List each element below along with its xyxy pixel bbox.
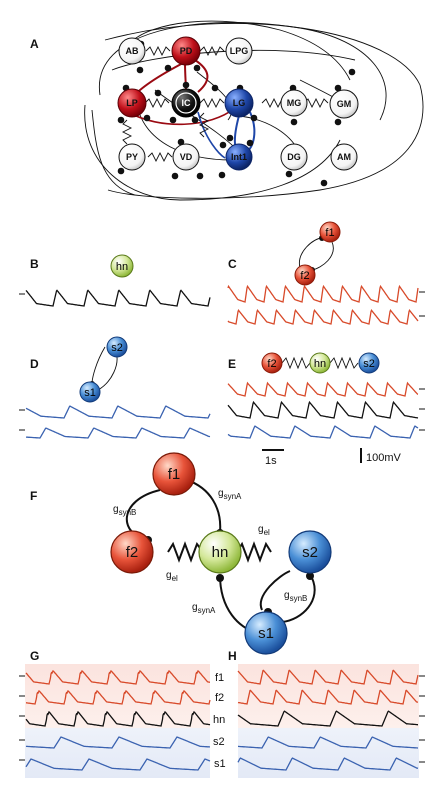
svg-text:Int1: Int1 bbox=[231, 152, 247, 162]
trace-c-f2 bbox=[227, 309, 419, 325]
trace-label-f1: f1 bbox=[215, 672, 224, 684]
motif-e: f2 hn s2 bbox=[261, 352, 380, 374]
trace-h-s1 bbox=[237, 757, 419, 771]
svg-text:f1: f1 bbox=[168, 466, 181, 483]
conductance-labels: gsynB gsynA gel gel gsynA gsynB bbox=[113, 488, 307, 615]
trace-h-hn bbox=[237, 710, 418, 727]
trace-e-f2 bbox=[227, 381, 419, 397]
svg-text:s2: s2 bbox=[111, 342, 123, 354]
trace-c-f1 bbox=[227, 284, 419, 303]
trace-b-hn bbox=[25, 289, 211, 307]
node-py: PY bbox=[118, 143, 146, 171]
network-wiring bbox=[84, 20, 424, 201]
panel-label-h: H bbox=[228, 649, 237, 663]
trace-g-hn bbox=[25, 711, 211, 727]
scale-bars: 1s 100mV bbox=[262, 448, 402, 467]
panel-g-slow-background bbox=[25, 728, 210, 778]
svg-text:f2: f2 bbox=[267, 358, 276, 370]
node-pd: PD bbox=[171, 36, 201, 66]
svg-text:PY: PY bbox=[126, 152, 138, 162]
node-gm: GM bbox=[329, 89, 359, 119]
svg-text:gsynB: gsynB bbox=[284, 590, 307, 603]
svg-text:hn: hn bbox=[116, 261, 128, 273]
svg-text:f1: f1 bbox=[325, 227, 334, 239]
svg-text:gel: gel bbox=[258, 524, 270, 537]
trace-label-f2: f2 bbox=[215, 692, 224, 704]
trace-g-s2 bbox=[25, 736, 210, 749]
trace-e-hn bbox=[227, 400, 419, 419]
trace-e-s2 bbox=[227, 425, 419, 439]
svg-text:PD: PD bbox=[180, 46, 193, 56]
motif-f: f1 f2 hn s2 s1 bbox=[110, 452, 332, 655]
trace-h-f2 bbox=[237, 689, 418, 705]
node-mg: MG bbox=[280, 89, 308, 117]
node-int1: Int1 bbox=[225, 143, 253, 171]
node-lp: LP bbox=[117, 88, 147, 118]
trace-label-s2: s2 bbox=[213, 736, 225, 748]
panel-h-offset-ticks bbox=[419, 675, 425, 763]
svg-text:DG: DG bbox=[287, 152, 301, 162]
svg-text:hn: hn bbox=[314, 358, 326, 370]
svg-text:gsynB: gsynB bbox=[113, 504, 136, 517]
trace-g-f2 bbox=[26, 689, 211, 705]
node-am: AM bbox=[330, 143, 358, 171]
svg-text:LP: LP bbox=[126, 98, 138, 108]
trace-g-f1 bbox=[25, 669, 210, 685]
svg-text:MG: MG bbox=[287, 98, 302, 108]
panel-label-f: F bbox=[30, 489, 37, 503]
svg-text:s1: s1 bbox=[84, 387, 96, 399]
svg-text:s1: s1 bbox=[258, 625, 274, 642]
trace-h-s2 bbox=[238, 736, 418, 749]
node-ab: AB bbox=[118, 37, 146, 65]
panel-label-d: D bbox=[30, 357, 39, 371]
svg-text:hn: hn bbox=[212, 544, 229, 561]
motif-d: s2 s1 bbox=[79, 336, 128, 403]
svg-text:f2: f2 bbox=[126, 544, 139, 561]
trace-label-s1: s1 bbox=[214, 758, 226, 770]
svg-text:gsynA: gsynA bbox=[192, 602, 216, 615]
node-dg: DG bbox=[280, 143, 308, 171]
node-ic: IC bbox=[171, 88, 201, 118]
svg-text:GM: GM bbox=[337, 99, 352, 109]
trace-label-hn: hn bbox=[213, 714, 225, 726]
panel-label-c: C bbox=[228, 257, 237, 271]
network-nodes: AB PD LPG LP IC LG MG GM bbox=[117, 36, 359, 171]
panel-g-offset-ticks bbox=[19, 675, 25, 761]
svg-text:s2: s2 bbox=[363, 358, 375, 370]
panel-label-a: A bbox=[30, 37, 39, 51]
svg-text:AM: AM bbox=[337, 152, 351, 162]
svg-text:VD: VD bbox=[180, 152, 193, 162]
panel-label-g: G bbox=[30, 649, 39, 663]
panel-label-b: B bbox=[30, 257, 39, 271]
scale-time-label: 1s bbox=[265, 455, 277, 467]
svg-text:IC: IC bbox=[182, 98, 192, 108]
trace-h-f1 bbox=[237, 669, 419, 685]
panel-label-e: E bbox=[228, 357, 236, 371]
svg-text:LPG: LPG bbox=[230, 46, 249, 56]
motif-c: f1 f2 bbox=[294, 221, 341, 286]
svg-text:AB: AB bbox=[126, 46, 139, 56]
node-lg: LG bbox=[224, 88, 254, 118]
svg-text:s2: s2 bbox=[302, 544, 318, 561]
scale-voltage-label: 100mV bbox=[366, 452, 402, 464]
cell-hn-b: hn bbox=[110, 254, 134, 278]
trace-d-s1 bbox=[26, 427, 211, 439]
svg-text:gel: gel bbox=[166, 570, 178, 583]
node-vd: VD bbox=[172, 143, 200, 171]
trace-g-s1 bbox=[25, 758, 211, 771]
svg-text:gsynA: gsynA bbox=[218, 488, 242, 501]
svg-text:LG: LG bbox=[233, 98, 246, 108]
node-lpg: LPG bbox=[225, 37, 253, 65]
trace-row-labels: f1 f2 hn s2 s1 bbox=[213, 672, 226, 770]
svg-text:f2: f2 bbox=[300, 270, 309, 282]
panel-h-slow-background bbox=[238, 728, 419, 778]
panel-h-fast-background bbox=[238, 664, 419, 728]
trace-d-s2 bbox=[25, 405, 211, 419]
